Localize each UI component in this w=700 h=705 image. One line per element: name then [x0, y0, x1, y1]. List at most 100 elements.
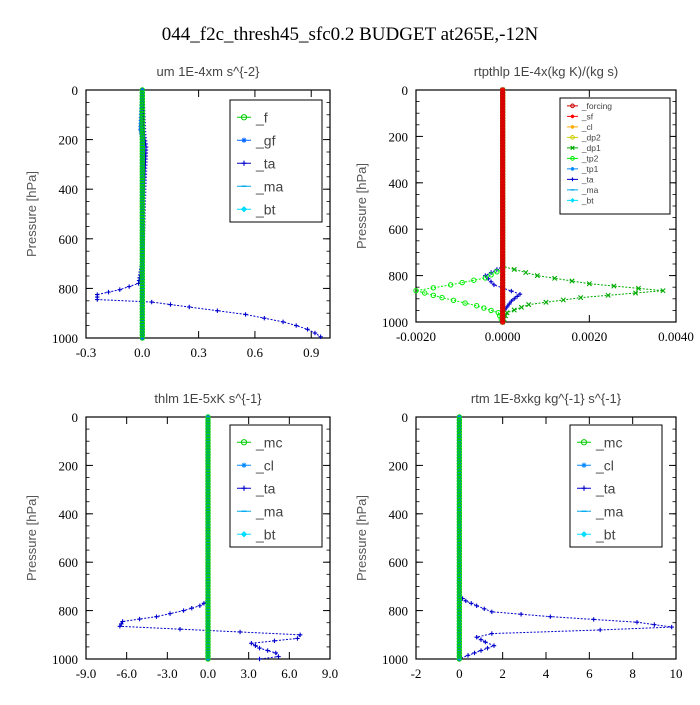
series-marker	[511, 266, 517, 273]
legend: _mc _cl _ta _ma _bt	[229, 424, 323, 548]
series-marker	[560, 297, 566, 303]
legend-marker	[570, 135, 575, 140]
series-marker	[486, 276, 491, 281]
series-marker	[457, 470, 462, 475]
series-marker	[457, 540, 462, 545]
series-marker	[456, 557, 463, 563]
series-marker	[634, 620, 640, 625]
series-tp2	[413, 87, 506, 325]
series-marker	[139, 177, 146, 184]
series-marker	[205, 528, 211, 534]
series-marker	[140, 244, 145, 249]
y-tick-label: 600	[389, 222, 409, 237]
series-marker	[318, 334, 323, 339]
series-marker	[137, 616, 142, 622]
series-marker	[205, 554, 211, 560]
x-tick-label: 4	[543, 666, 550, 681]
series-marker	[139, 96, 146, 102]
series-marker	[205, 562, 211, 569]
series-marker	[482, 275, 489, 281]
series-marker	[205, 609, 211, 616]
legend-marker	[570, 125, 575, 129]
series-marker	[463, 598, 469, 604]
series-marker	[253, 643, 258, 648]
series-marker	[499, 271, 506, 278]
chart-panel-2: rtpthlp 1E-4x(kg K)/(kg s) Pressure [hPa]…	[354, 64, 694, 344]
series-marker	[456, 501, 463, 508]
series-marker	[139, 291, 146, 297]
series-marker	[139, 183, 146, 189]
series-marker	[499, 115, 506, 121]
series-marker	[457, 473, 462, 478]
series-marker	[205, 537, 211, 542]
series-marker	[140, 335, 145, 341]
legend-label: _ta	[581, 175, 594, 185]
series-marker	[139, 90, 145, 96]
series-marker	[139, 326, 146, 332]
series-marker	[450, 297, 457, 304]
series-marker	[499, 137, 506, 144]
series-marker	[205, 487, 211, 493]
series-marker	[140, 181, 145, 186]
series-marker	[119, 621, 124, 627]
legend-label: _sf	[581, 112, 594, 122]
series-marker	[569, 278, 575, 284]
series-marker	[140, 300, 145, 306]
series-marker	[500, 297, 505, 302]
series-marker	[456, 423, 463, 429]
series-marker	[205, 627, 211, 633]
series-marker	[500, 174, 505, 179]
series-marker	[499, 120, 506, 127]
series-marker	[456, 449, 463, 455]
series-marker	[139, 311, 146, 318]
series-marker	[167, 611, 173, 616]
series-marker	[500, 227, 505, 232]
series-marker	[205, 575, 211, 580]
series-marker	[139, 136, 146, 143]
series-marker	[272, 638, 277, 644]
series-marker	[459, 279, 465, 286]
series-marker	[205, 513, 211, 519]
series-marker	[456, 627, 463, 633]
series-marker	[205, 589, 211, 595]
series-marker	[494, 269, 500, 275]
series-marker	[499, 243, 506, 250]
series-marker	[457, 642, 462, 647]
series-marker	[205, 557, 211, 563]
y-tick-label: 1000	[382, 652, 408, 667]
legend-label: _ma	[595, 504, 623, 520]
series-marker	[205, 469, 211, 476]
series-marker	[456, 507, 463, 514]
legend-marker	[570, 145, 575, 151]
series-marker	[117, 624, 123, 629]
series-marker	[456, 460, 463, 467]
legend-label: _bt	[255, 202, 276, 218]
series-marker	[499, 274, 506, 280]
series-marker	[500, 160, 505, 165]
series-marker	[499, 241, 506, 247]
series-marker	[139, 285, 146, 292]
series-marker	[139, 274, 146, 280]
series-marker	[457, 484, 462, 490]
series-marker	[457, 525, 462, 531]
series-marker	[139, 128, 146, 134]
series-marker	[526, 302, 532, 308]
series-marker	[257, 645, 262, 651]
series-marker	[187, 304, 192, 310]
series-marker	[312, 330, 318, 336]
chart-panel-1: um 1E-4xm s^{-2} Pressure [hPa] 0 200 400 600…	[24, 64, 331, 360]
y-axis-label: Pressure [hPa]	[24, 495, 39, 581]
series-marker	[205, 543, 211, 548]
series-marker	[139, 171, 146, 178]
series-marker	[500, 255, 505, 260]
series-marker	[126, 284, 132, 289]
series-marker	[499, 98, 506, 104]
legend-frame	[559, 97, 671, 215]
series-marker	[139, 198, 146, 204]
x-tick-label: 9.0	[322, 666, 338, 681]
series-marker	[280, 319, 286, 325]
series-marker	[139, 101, 146, 108]
x-tick-label: -9.0	[76, 666, 97, 681]
series-marker	[139, 335, 146, 341]
y-tick-label: 0	[72, 410, 79, 425]
